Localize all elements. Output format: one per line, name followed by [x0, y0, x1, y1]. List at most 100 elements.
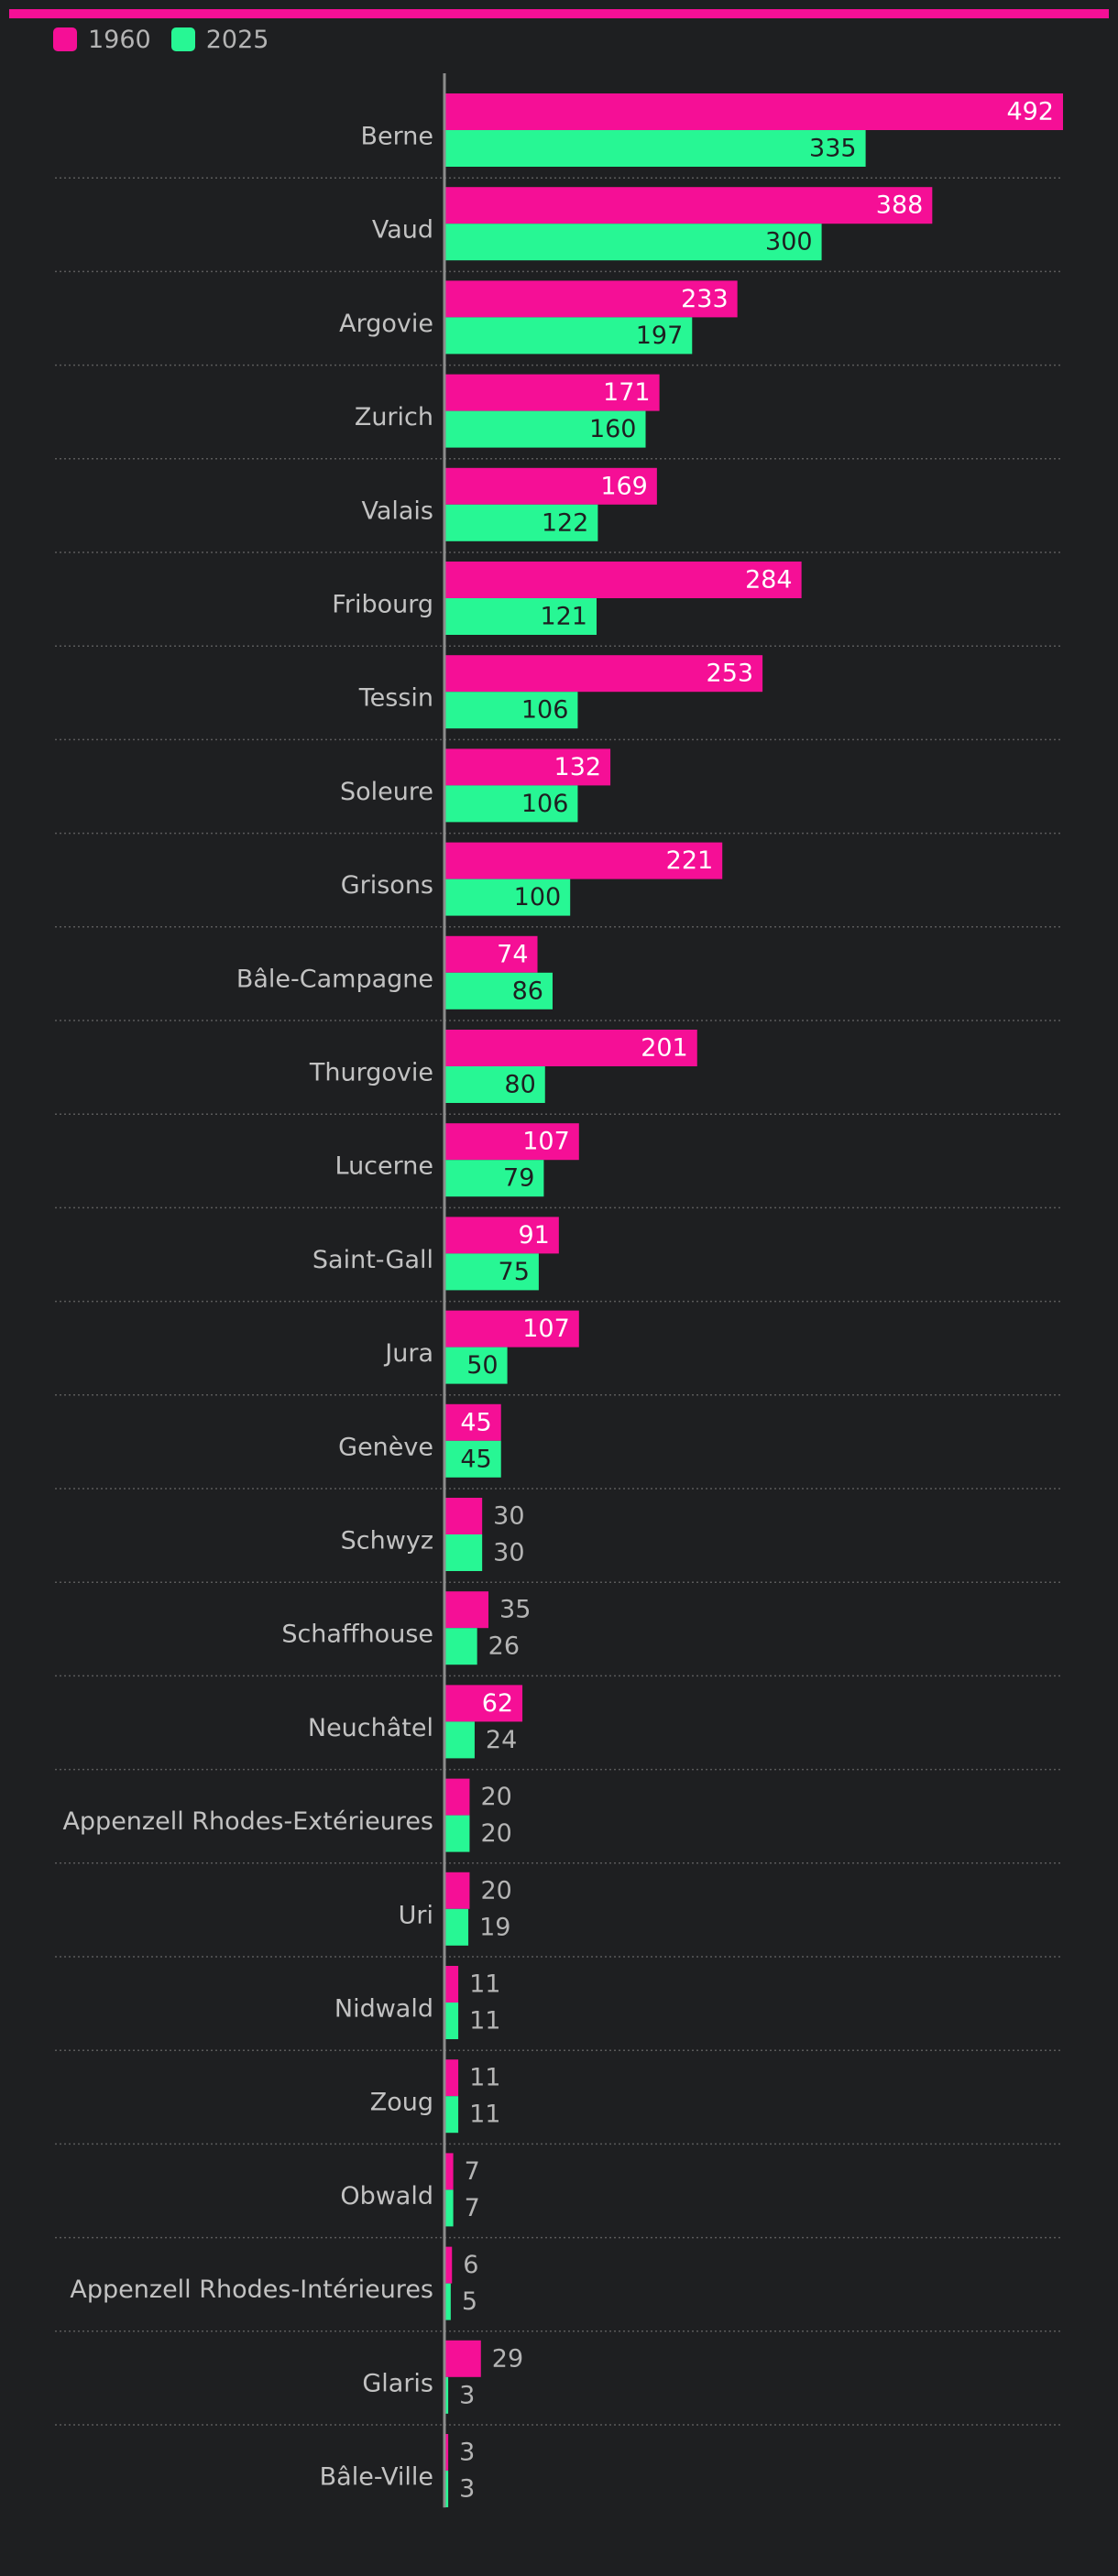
bar-2025-nidwald [444, 2003, 459, 2039]
value-label-1960-schwyz: 30 [493, 1502, 524, 1531]
category-label-zoug: Zoug [370, 2089, 433, 2117]
value-label-2025-b-le-ville: 3 [459, 2475, 475, 2504]
category-label-zurich: Zurich [355, 403, 433, 431]
bar-1960-nidwald [444, 1966, 459, 2003]
top-accent-bar [9, 9, 1109, 18]
value-label-2025-obwald: 7 [465, 2194, 480, 2222]
category-label-appenzell-rhodes-int-rieures: Appenzell Rhodes-Intérieures [70, 2276, 433, 2304]
category-label-obwald: Obwald [340, 2182, 433, 2210]
value-label-1960-nidwald: 11 [469, 1970, 500, 1999]
category-label-thurgovie: Thurgovie [309, 1059, 433, 1087]
bar-2025-appenzell-rhodes-int-rieures [444, 2283, 451, 2320]
category-label-vaud: Vaud [372, 216, 433, 245]
value-label-1960-grisons: 221 [666, 846, 714, 875]
legend-item-1960[interactable]: 1960 [53, 26, 151, 54]
value-label-2025-saint-gall: 75 [499, 1258, 530, 1286]
bar-2025-b-le-campagne [444, 972, 553, 1010]
value-label-1960-glaris: 29 [492, 2344, 523, 2373]
category-label-valais: Valais [361, 497, 433, 525]
value-label-2025-zurich: 160 [589, 415, 637, 443]
category-label-lucerne: Lucerne [335, 1152, 434, 1181]
value-label-2025-appenzell-rhodes-int-rieures: 5 [462, 2287, 477, 2316]
bar-2025-appenzell-rhodes-ext-rieures [444, 1815, 470, 1852]
bar-2025-glaris [444, 2376, 449, 2414]
value-label-2025-glaris: 3 [459, 2381, 475, 2409]
category-label-gen-ve: Genève [338, 1433, 433, 1461]
bar-1960-vaud [444, 187, 933, 224]
category-label-berne: Berne [361, 123, 433, 151]
bar-1960-tessin [444, 655, 763, 693]
value-label-2025-berne: 335 [809, 135, 857, 163]
value-label-1960-b-le-ville: 3 [459, 2439, 475, 2467]
value-label-1960-zoug: 11 [469, 2064, 500, 2092]
value-label-2025-soleure: 106 [521, 790, 569, 818]
value-label-1960-lucerne: 107 [522, 1128, 570, 1156]
category-label-soleure: Soleure [340, 778, 433, 806]
bar-1960-uri [444, 1872, 470, 1909]
bar-1960-gen-ve [444, 1403, 501, 1441]
bar-2025-saint-gall [444, 1253, 539, 1291]
bar-2025-thurgovie [444, 1066, 545, 1103]
bar-1960-zoug [444, 2059, 459, 2097]
value-label-1960-argovie: 233 [681, 285, 729, 313]
category-label-neuch-tel: Neuchâtel [308, 1714, 433, 1742]
bar-2025-argovie [444, 317, 693, 355]
bar-1960-soleure [444, 748, 611, 786]
value-label-2025-neuch-tel: 24 [486, 1726, 517, 1754]
bar-1960-jura [444, 1310, 579, 1348]
value-label-1960-zurich: 171 [603, 378, 651, 407]
bar-1960-appenzell-rhodes-ext-rieures [444, 1778, 470, 1816]
category-label-schwyz: Schwyz [341, 1527, 433, 1555]
category-label-schaffhouse: Schaffhouse [281, 1621, 433, 1649]
bar-1960-berne [444, 93, 1063, 130]
value-label-2025-schwyz: 30 [493, 1539, 524, 1567]
bar-1960-b-le-ville [444, 2434, 449, 2471]
value-label-1960-uri: 20 [480, 1876, 511, 1905]
category-label-nidwald: Nidwald [334, 1995, 433, 2024]
category-label-b-le-campagne: Bâle-Campagne [236, 965, 433, 993]
bar-1960-valais [444, 467, 657, 505]
value-label-1960-appenzell-rhodes-ext-rieures: 20 [480, 1783, 511, 1811]
value-label-1960-soleure: 132 [554, 753, 602, 781]
legend-label-2025: 2025 [205, 25, 269, 54]
bar-1960-thurgovie [444, 1030, 697, 1066]
category-label-tessin: Tessin [358, 684, 433, 713]
bar-2025-lucerne [444, 1160, 544, 1197]
value-label-1960-appenzell-rhodes-int-rieures: 6 [463, 2251, 478, 2279]
bar-1960-schaffhouse [444, 1591, 489, 1629]
bar-1960-appenzell-rhodes-int-rieures [444, 2246, 453, 2284]
value-label-2025-grisons: 100 [514, 883, 562, 911]
value-label-2025-fribourg: 121 [540, 603, 587, 631]
value-label-2025-valais: 122 [542, 508, 589, 537]
bar-2025-valais [444, 504, 598, 541]
bar-1960-grisons [444, 842, 723, 879]
category-label-saint-gall: Saint-Gall [312, 1246, 433, 1274]
value-label-1960-saint-gall: 91 [518, 1221, 549, 1250]
legend-swatch-1960 [53, 27, 77, 51]
bar-2025-grisons [444, 879, 571, 916]
value-label-1960-jura: 107 [522, 1315, 570, 1343]
category-label-argovie: Argovie [339, 310, 433, 338]
value-label-1960-neuch-tel: 62 [482, 1689, 513, 1718]
value-label-2025-b-le-campagne: 86 [512, 977, 543, 1005]
legend: 1960 2025 [53, 24, 289, 55]
bar-2025-soleure [444, 785, 578, 823]
value-label-2025-uri: 19 [479, 1913, 510, 1941]
legend-label-1960: 1960 [88, 25, 151, 54]
value-label-2025-thurgovie: 80 [504, 1071, 535, 1099]
bar-2025-tessin [444, 692, 578, 729]
bar-1960-obwald [444, 2153, 454, 2190]
bar-2025-fribourg [444, 598, 597, 635]
value-label-2025-tessin: 106 [521, 696, 569, 725]
bar-2025-zoug [444, 2096, 459, 2134]
bar-2025-zurich [444, 410, 646, 448]
bar-2025-obwald [444, 2189, 454, 2227]
bar-1960-lucerne [444, 1123, 579, 1161]
value-label-1960-obwald: 7 [465, 2157, 480, 2186]
value-label-2025-gen-ve: 45 [460, 1445, 491, 1473]
value-label-2025-nidwald: 11 [469, 2007, 500, 2036]
value-label-1960-vaud: 388 [876, 191, 924, 220]
legend-item-2025[interactable]: 2025 [170, 25, 269, 54]
bar-1960-neuch-tel [444, 1685, 523, 1722]
